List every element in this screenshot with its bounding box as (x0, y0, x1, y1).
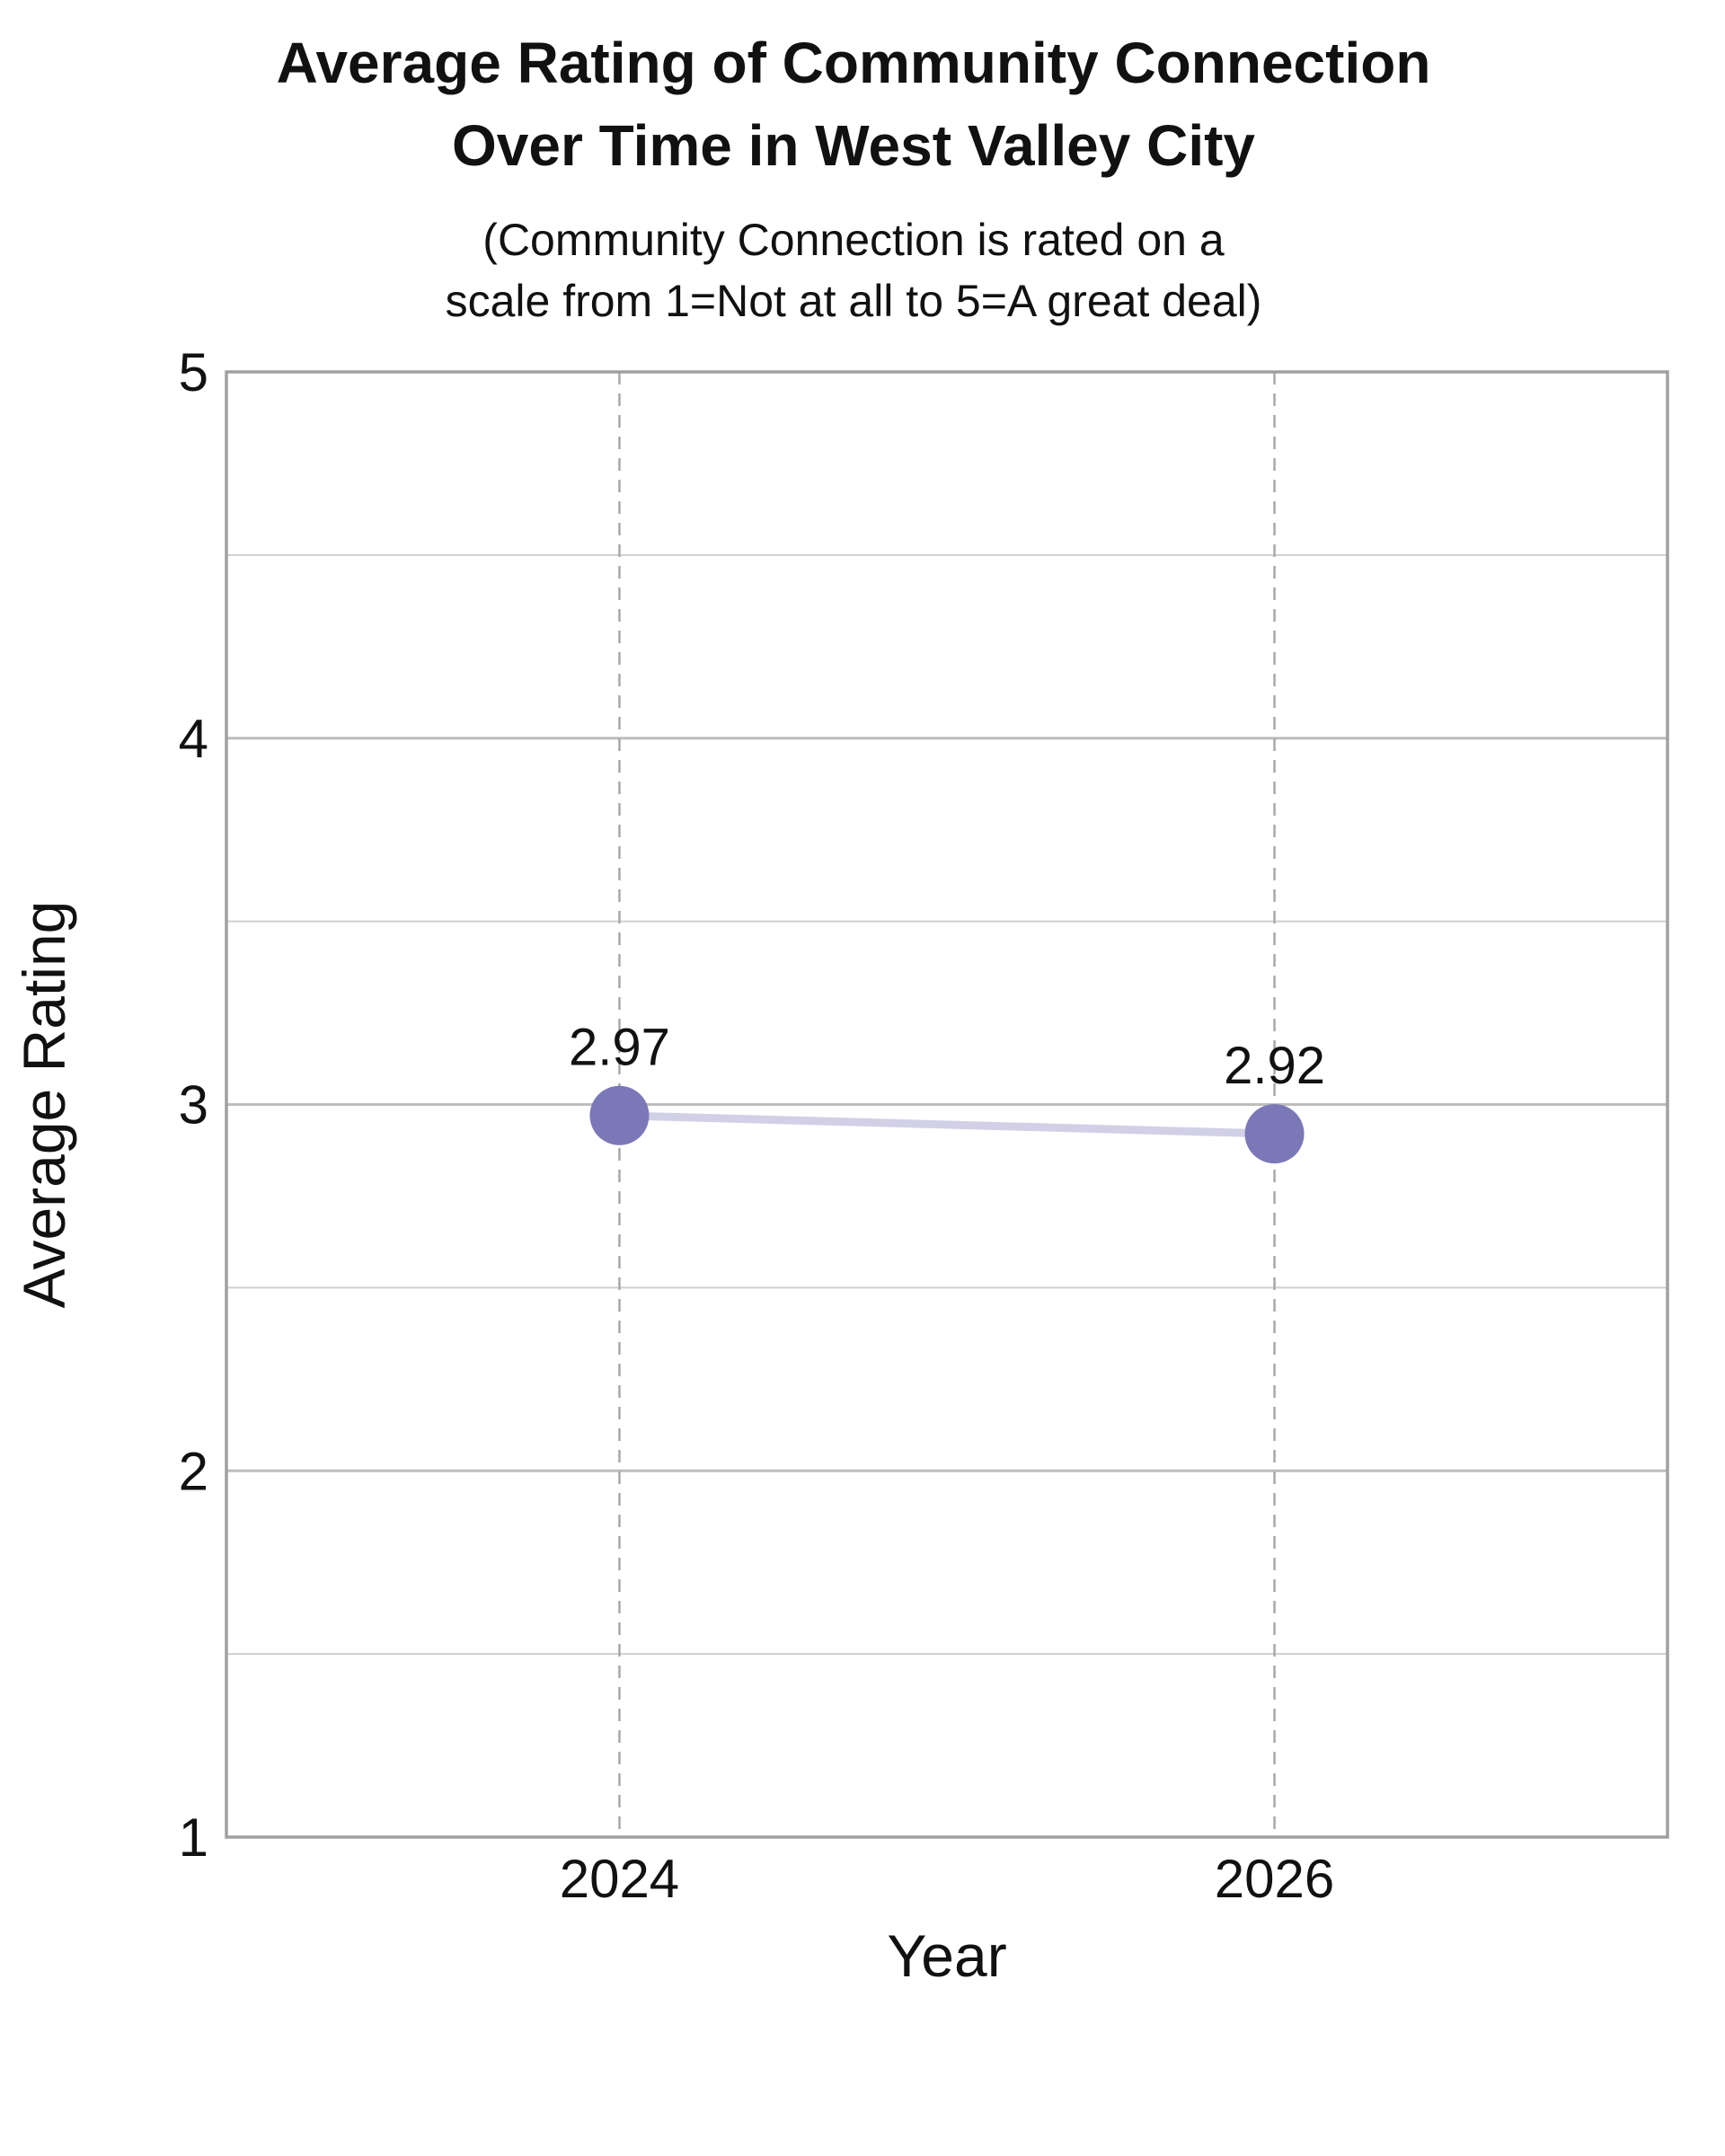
data-point (1244, 1104, 1305, 1164)
chart-subtitle: (Community Connection is rated on a scale… (446, 215, 1262, 326)
data-label: 2.97 (569, 1019, 670, 1077)
y-tick-label: 1 (179, 1807, 208, 1868)
chart-title: Average Rating of Community Connection Ov… (277, 31, 1431, 178)
y-axis-ticks: 1 2 3 4 5 (179, 342, 208, 1868)
y-tick-label: 5 (179, 342, 208, 402)
y-tick-label: 2 (179, 1441, 208, 1501)
x-tick-label: 2024 (560, 1849, 679, 1909)
series: 2.97 2.92 (569, 1019, 1325, 1164)
grid (226, 372, 1668, 1837)
x-axis-label: Year (887, 1922, 1006, 1989)
chart-subtitle-line: scale from 1=Not at all to 5=A great dea… (446, 276, 1262, 326)
plot-frame (225, 370, 1669, 1839)
y-tick-label: 4 (179, 709, 208, 769)
series-line (615, 1111, 1279, 1138)
data-point (589, 1085, 650, 1145)
data-label: 2.92 (1224, 1037, 1325, 1095)
x-axis-ticks: 2024 2026 (560, 1849, 1335, 1909)
y-axis-label: Average Rating (11, 901, 77, 1309)
chart-title-line: Over Time in West Valley City (452, 113, 1255, 178)
y-tick-label: 3 (179, 1075, 208, 1135)
x-tick-label: 2026 (1215, 1849, 1334, 1909)
chart-title-line: Average Rating of Community Connection (277, 31, 1431, 95)
chart-subtitle-line: (Community Connection is rated on a (482, 215, 1225, 265)
